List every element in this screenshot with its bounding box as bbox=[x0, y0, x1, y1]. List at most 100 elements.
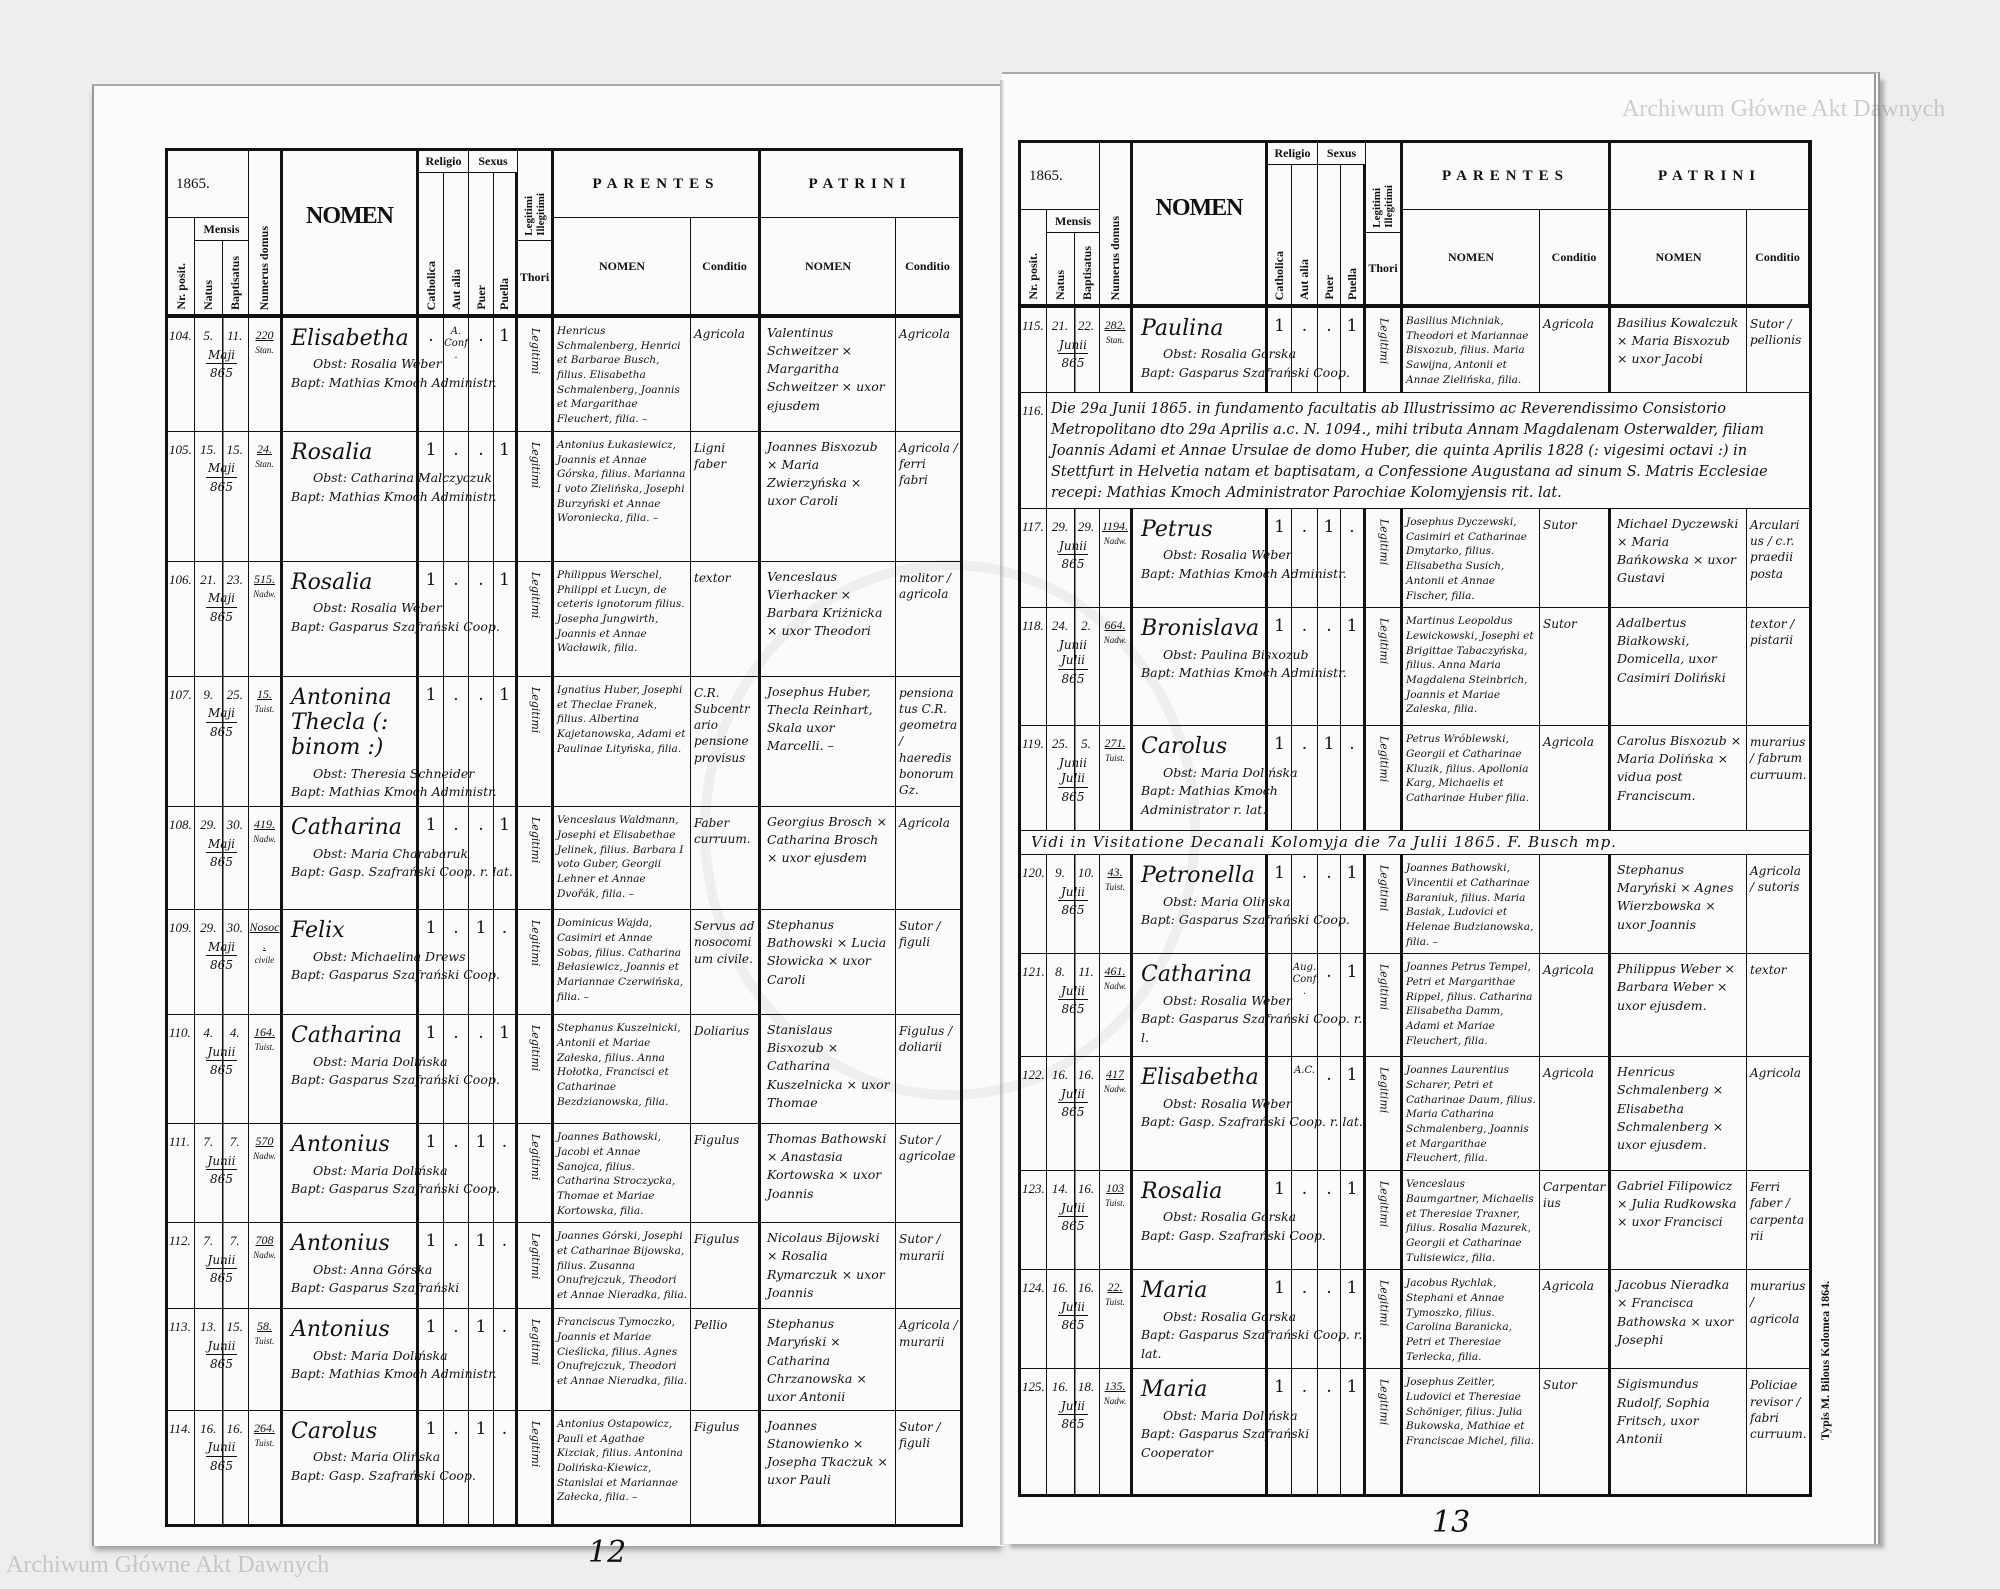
date-cell: 13. 15. Junii 865 bbox=[195, 1309, 249, 1410]
parents-condition: Pellio bbox=[691, 1309, 761, 1410]
entry-number: 109. bbox=[168, 910, 195, 1015]
child-name-cell: Rosalia Obst: Rosalia Górska Bapt: Gasp. S… bbox=[1133, 1171, 1326, 1270]
table-header: 1865. Nr. posit. Mensis Natus Baptisatus Nume… bbox=[1021, 143, 1809, 308]
puella-value: . bbox=[501, 1317, 508, 1338]
godparents-condition-text: Agricola / ferri fabri bbox=[899, 440, 958, 488]
entry-number: 122. bbox=[1021, 1057, 1047, 1171]
birth-day: 8. bbox=[1055, 964, 1065, 980]
godparents-condition: Sutor / pellionis bbox=[1747, 308, 1809, 392]
table-row: 113. 13. 15. Junii 865 58. Tuist. Antonius Obst:… bbox=[168, 1309, 960, 1411]
catholica-value: 1 bbox=[425, 815, 437, 836]
year: 865 bbox=[206, 721, 237, 741]
legitimacy-cell: Legitimi bbox=[518, 910, 554, 1015]
puella-mark: . bbox=[494, 1410, 518, 1524]
day-row: 9. 25. bbox=[195, 685, 248, 705]
godparents-text: Gabriel Filipowicz × Julia Rudkowska × u… bbox=[1617, 1178, 1737, 1230]
child-name: Rosalia bbox=[1141, 1179, 1223, 1205]
midwife: Obst: Rosalia Weber bbox=[1163, 1095, 1292, 1111]
godparents-text: Basilius Kowalczuk × Maria Bisхozub × ux… bbox=[1617, 315, 1739, 367]
catholica-value: 1 bbox=[425, 439, 437, 460]
house-number-value: 271. bbox=[1104, 736, 1126, 751]
aut-alia-value: . bbox=[1301, 863, 1308, 884]
baptism-day: 29. bbox=[1077, 519, 1095, 535]
patrini-conditio-header: Conditio bbox=[1747, 210, 1809, 305]
entry-number: 123. bbox=[1021, 1171, 1047, 1270]
baptizer: Bapt: Gasp. Szafrański Coop. bbox=[1141, 1228, 1326, 1244]
godparents-condition: murarius / fabrum curruum. bbox=[1747, 726, 1809, 830]
house-location: Nadw. bbox=[253, 1250, 276, 1261]
puella-mark: 1 bbox=[1341, 608, 1366, 726]
month: Junii Julii bbox=[1059, 637, 1087, 668]
puer-mark: . bbox=[1318, 855, 1341, 954]
legitimacy-cell: Legitimi bbox=[518, 1124, 554, 1223]
table-header: 1865. Nr. posit. Mensis Natus Baptisatus Nume… bbox=[168, 151, 960, 318]
midwife: Obst: Catharina Malczyczuk bbox=[313, 470, 492, 486]
month: Maji bbox=[208, 591, 235, 606]
parents-text: Joannes Górski, Josephi et Catharinae Bi… bbox=[557, 1230, 688, 1302]
parents-text: Venceslaus Baumgartner, Michaelis et The… bbox=[1406, 1178, 1534, 1264]
parents-condition-text: textor bbox=[694, 570, 731, 585]
conversion-note: Die 29a Junii 1865. in fundamento facult… bbox=[1047, 393, 1809, 508]
entry-number: 110. bbox=[168, 1015, 195, 1124]
child-name: Petrus bbox=[1141, 517, 1213, 543]
godparents-name: Valentinus Schweitzer × Margaritha Schwe… bbox=[761, 318, 896, 431]
godparents-name: Carolus Bisхozub × Maria Dolińska × vidu… bbox=[1611, 726, 1747, 831]
patrini-header-label: PATRINI bbox=[808, 175, 912, 192]
legitimacy: Legitimi bbox=[528, 1025, 542, 1072]
table-row: 106. 21. 23. Maji 865 515. Nadw. Rosalia Obst: R… bbox=[168, 561, 960, 677]
godparents-condition-text: Agricola / sutoris bbox=[1750, 864, 1801, 895]
mensis-header: Mensis bbox=[1047, 210, 1100, 233]
parents-condition-text: Carpentarius bbox=[1543, 1180, 1606, 1211]
legitimacy-cell: Legitimi bbox=[1366, 509, 1403, 608]
legitimacy: Legitimi bbox=[528, 1319, 542, 1366]
puella-header-label: Puella bbox=[1344, 268, 1359, 300]
legitimacy-cell: Legitimi bbox=[1366, 726, 1403, 831]
legitimacy: Legitimi bbox=[528, 441, 542, 489]
baptism-day: 18. bbox=[1077, 1379, 1095, 1395]
patrini-nomen-header: NOMEN bbox=[761, 218, 896, 315]
legitimacy-cell: Legitimi bbox=[518, 1410, 554, 1524]
godparents-condition-text: pensionatus C.R. geometra / haeredis bon… bbox=[899, 685, 958, 797]
table-row: 120. 9. 10. Julii 865 43. Tuist. Petronella Obst… bbox=[1021, 855, 1809, 955]
legitimacy: Legitimi bbox=[1377, 1067, 1391, 1114]
baptizer: Bapt: Mathias Kmoch Administr. bbox=[1141, 566, 1347, 582]
month: Junii bbox=[1059, 538, 1087, 553]
house-number: 1194. Nadw. bbox=[1100, 509, 1133, 608]
puella-mark: 1 bbox=[1341, 1369, 1366, 1495]
legitimi-label: Legitimi bbox=[1371, 188, 1383, 228]
aut-alia-mark: . bbox=[444, 910, 469, 1015]
aut-alia-value: . bbox=[453, 1317, 459, 1338]
aut-alia-mark: . bbox=[444, 1015, 469, 1124]
puer-mark: . bbox=[1318, 1057, 1341, 1171]
year: 865 bbox=[206, 1268, 237, 1287]
house-location: Tuist. bbox=[1105, 1297, 1125, 1308]
puer-mark: . bbox=[1318, 608, 1341, 726]
godparents-condition-text: Sutor / figuli bbox=[899, 919, 941, 950]
house-number-value: 24. bbox=[257, 441, 272, 456]
house-location: Tuist. bbox=[1105, 882, 1125, 893]
page-number-left: 12 bbox=[588, 1535, 627, 1570]
catholica-value: 1 bbox=[1274, 316, 1285, 336]
legitimacy: Legitimi bbox=[1377, 1181, 1391, 1228]
legitimacy: Legitimi bbox=[1377, 1280, 1391, 1327]
legitimacy: Legitimi bbox=[1377, 318, 1391, 365]
house-number-value: 22. bbox=[1107, 1280, 1123, 1295]
house-number-value: 419. bbox=[254, 817, 275, 832]
puella-value: 1 bbox=[1346, 962, 1358, 983]
house-number: 282. Stan. bbox=[1100, 308, 1133, 392]
puer-value: . bbox=[1326, 1377, 1332, 1398]
baptisatus-header: Baptisatus bbox=[223, 241, 249, 315]
aut-alia-header: Aut alia bbox=[1292, 165, 1318, 305]
parents-condition-text: Servus ad nosocomium civile. bbox=[694, 919, 755, 966]
puella-value: 1 bbox=[1346, 863, 1358, 884]
year: 865 bbox=[1057, 353, 1089, 372]
year: 865 bbox=[1057, 999, 1089, 1018]
birth-day: 7. bbox=[203, 1134, 214, 1150]
parents-condition: Faber curruum. bbox=[691, 807, 761, 910]
house-location: Nadw. bbox=[253, 834, 276, 845]
month: Junii bbox=[207, 1440, 236, 1455]
puer-mark: . bbox=[1318, 1171, 1341, 1270]
midwife: Obst: Anna Górska bbox=[313, 1261, 433, 1277]
godparents-name: Venceslaus Vierhacker × Barbara Kriżnick… bbox=[761, 561, 896, 676]
parents-name: Philippus Werschel, Philippi et Lucyn, d… bbox=[554, 561, 691, 676]
